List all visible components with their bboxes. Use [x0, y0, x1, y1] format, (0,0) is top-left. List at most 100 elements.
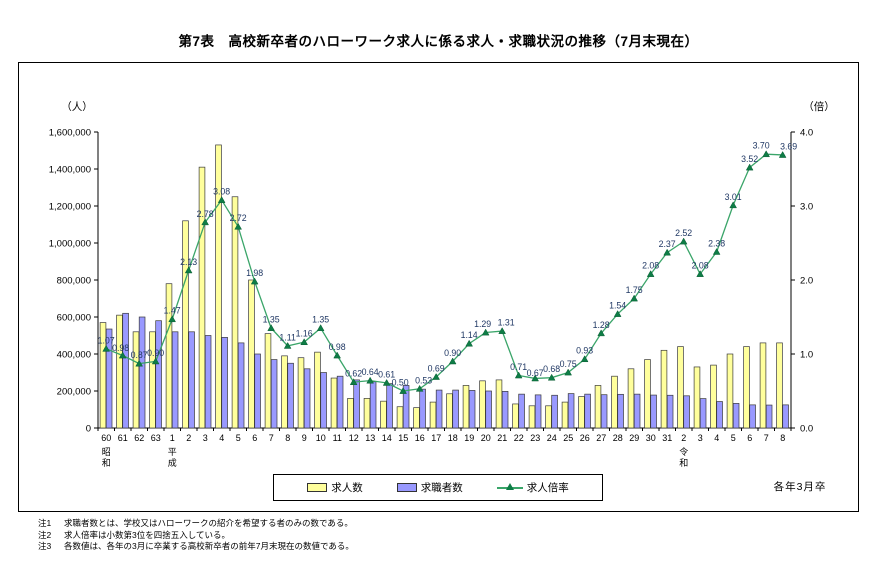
svg-text:1.98: 1.98 — [246, 268, 263, 278]
svg-text:0.69: 0.69 — [428, 363, 445, 373]
svg-text:2.78: 2.78 — [197, 209, 214, 219]
svg-text:和: 和 — [679, 458, 688, 468]
svg-text:9: 9 — [302, 433, 307, 443]
chart-canvas: 0 200,000 400,000 600,000 800,000 1,000,000 1,… — [49, 128, 813, 469]
kyujin-bairitsu-line-icon — [496, 482, 523, 493]
svg-text:21: 21 — [497, 433, 507, 443]
legend-item-kyujinsu: 求人数 — [307, 480, 363, 495]
svg-text:8: 8 — [780, 433, 785, 443]
svg-text:1.11: 1.11 — [279, 332, 296, 342]
svg-text:12: 12 — [349, 433, 359, 443]
svg-text:平: 平 — [168, 447, 177, 457]
svg-text:7: 7 — [269, 433, 274, 443]
svg-text:63: 63 — [151, 433, 161, 443]
svg-text:61: 61 — [118, 433, 128, 443]
svg-text:18: 18 — [448, 433, 458, 443]
svg-text:2.13: 2.13 — [180, 257, 197, 267]
svg-text:1.54: 1.54 — [609, 301, 626, 311]
note-3-label: 注3 — [38, 541, 52, 551]
axes: 0 200,000 400,000 600,000 800,000 1,000,000 1,… — [49, 128, 813, 435]
svg-text:28: 28 — [613, 433, 623, 443]
svg-text:1.35: 1.35 — [263, 315, 280, 325]
x-axis-labels: 60 61 62 63 1 2 3 4 5 6 7 8 9 10 11 12 13 14 15 16 17 18 19 20 2… — [101, 433, 785, 468]
svg-text:0.71: 0.71 — [510, 362, 527, 372]
svg-text:1.75: 1.75 — [626, 285, 643, 295]
bars-求人数 — [99, 144, 783, 429]
svg-text:800,000: 800,000 — [57, 276, 91, 287]
legend-label-kyujin-bairitsu: 求人倍率 — [526, 482, 569, 494]
svg-text:2.52: 2.52 — [675, 228, 692, 238]
svg-text:2.08: 2.08 — [642, 261, 659, 271]
svg-text:0.50: 0.50 — [392, 378, 409, 388]
svg-text:4: 4 — [219, 433, 224, 443]
svg-text:600,000: 600,000 — [57, 313, 91, 324]
svg-text:2.72: 2.72 — [230, 213, 247, 223]
svg-text:0.53: 0.53 — [415, 375, 432, 385]
svg-text:31: 31 — [662, 433, 672, 443]
svg-text:0.90: 0.90 — [444, 348, 461, 358]
svg-text:2.0: 2.0 — [800, 276, 813, 287]
svg-text:15: 15 — [398, 433, 408, 443]
svg-text:10: 10 — [316, 433, 326, 443]
svg-text:1.28: 1.28 — [593, 320, 610, 330]
svg-text:19: 19 — [464, 433, 474, 443]
svg-text:1.35: 1.35 — [312, 315, 329, 325]
svg-text:1.16: 1.16 — [296, 329, 313, 339]
svg-text:0.90: 0.90 — [147, 348, 164, 358]
svg-text:0.61: 0.61 — [378, 369, 395, 379]
svg-text:60: 60 — [101, 433, 111, 443]
svg-text:30: 30 — [646, 433, 656, 443]
svg-text:0.75: 0.75 — [560, 359, 577, 369]
kyujinsu-swatch-icon — [307, 483, 328, 492]
svg-text:0.98: 0.98 — [329, 342, 346, 352]
svg-text:1,400,000: 1,400,000 — [49, 165, 91, 176]
note-2-label: 注2 — [38, 529, 52, 540]
svg-text:20: 20 — [481, 433, 491, 443]
svg-text:和: 和 — [102, 458, 111, 468]
svg-text:5: 5 — [731, 433, 736, 443]
svg-text:3.69: 3.69 — [780, 141, 797, 151]
svg-text:3.0: 3.0 — [800, 202, 813, 213]
svg-text:1.14: 1.14 — [461, 330, 478, 340]
legend-label-kyushokushasu: 求職者数 — [420, 482, 463, 494]
svg-text:0.98: 0.98 — [112, 343, 129, 353]
note-1-text: 求職者数とは、学校又はハローワークの紹介を希望する者のみの数である。 — [64, 518, 353, 528]
svg-text:2.08: 2.08 — [692, 261, 709, 271]
note-1: 注1 求職者数とは、学校又はハローワークの紹介を希望する者のみの数である。 — [38, 518, 354, 530]
svg-text:0.93: 0.93 — [576, 346, 593, 356]
footnotes: 注1 求職者数とは、学校又はハローワークの紹介を希望する者のみの数である。 注2 求… — [38, 518, 354, 553]
svg-text:13: 13 — [365, 433, 375, 443]
graduation-month-note: 各年3月卒 — [773, 481, 827, 493]
svg-text:2: 2 — [186, 433, 191, 443]
note-2: 注2 求人倍率は小数第3位を四捨五入している。 — [38, 530, 354, 542]
svg-text:3.70: 3.70 — [753, 141, 770, 151]
svg-text:6: 6 — [252, 433, 257, 443]
svg-text:1: 1 — [170, 433, 175, 443]
svg-text:1.07: 1.07 — [98, 335, 115, 345]
svg-text:1,600,000: 1,600,000 — [49, 128, 91, 139]
svg-text:3: 3 — [203, 433, 208, 443]
svg-text:17: 17 — [431, 433, 441, 443]
note-2-text: 求人倍率は小数第3位を四捨五入している。 — [64, 529, 230, 540]
left-axis-unit: （人） — [61, 101, 93, 113]
svg-text:1,200,000: 1,200,000 — [49, 202, 91, 213]
svg-text:62: 62 — [134, 433, 144, 443]
svg-text:昭: 昭 — [102, 447, 111, 457]
svg-text:6: 6 — [747, 433, 752, 443]
svg-text:1.29: 1.29 — [474, 319, 491, 329]
legend: 求人数 求職者数 求人倍率 — [273, 474, 603, 501]
right-axis-unit: （倍） — [803, 101, 835, 113]
svg-text:16: 16 — [415, 433, 425, 443]
svg-text:0.62: 0.62 — [345, 369, 362, 379]
page-title: 第7表 高校新卒者のハローワーク求人に係る求人・求職状況の推移（7月末現在） — [178, 34, 699, 49]
svg-text:25: 25 — [563, 433, 573, 443]
bars-求職者数 — [105, 312, 789, 429]
svg-text:0.64: 0.64 — [362, 367, 379, 377]
svg-text:2.38: 2.38 — [708, 238, 725, 248]
kyushokushasu-swatch-icon — [396, 483, 417, 492]
ratio-line — [105, 153, 783, 392]
svg-text:0.68: 0.68 — [543, 364, 560, 374]
svg-text:成: 成 — [168, 457, 177, 468]
svg-text:22: 22 — [514, 433, 524, 443]
